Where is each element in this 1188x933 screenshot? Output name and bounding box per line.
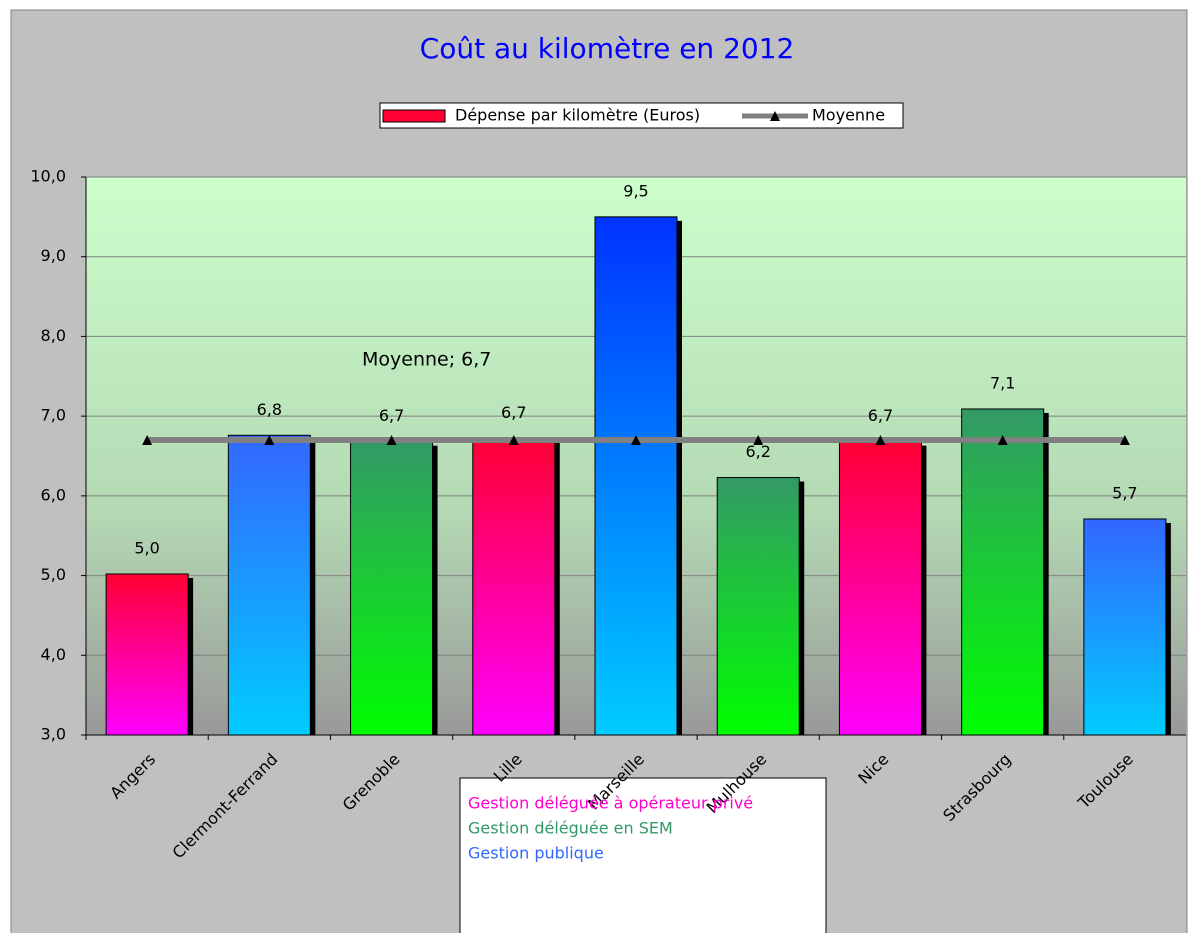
data-label: 5,0 <box>134 538 159 557</box>
bar <box>838 441 922 736</box>
legend-marker <box>770 111 780 121</box>
mean-marker <box>142 435 153 446</box>
data-label: 6,7 <box>868 406 893 425</box>
chart-title: Coût au kilomètre en 2012 <box>420 32 795 65</box>
legend-swatch <box>382 109 446 123</box>
mean-marker <box>875 435 886 446</box>
note-label: Gestion déléguée à opérateur privé <box>468 794 753 813</box>
mean-marker <box>753 435 764 446</box>
y-tick-label: 10,0 <box>30 167 66 186</box>
y-tick-label: 4,0 <box>41 645 66 664</box>
legend-label: Dépense par kilomètre (Euros) <box>455 106 700 125</box>
data-label: 6,7 <box>379 406 404 425</box>
data-label: 9,5 <box>623 181 648 200</box>
bar <box>961 408 1045 736</box>
y-tick-label: 8,0 <box>41 326 66 345</box>
mean-marker <box>386 435 397 446</box>
data-label: 6,7 <box>501 403 526 422</box>
note-label: Gestion déléguée en SEM <box>468 819 673 838</box>
mean-marker <box>1119 435 1130 446</box>
mean-marker <box>997 435 1008 446</box>
bar <box>227 434 311 736</box>
mean-marker <box>508 435 519 446</box>
bar <box>472 437 556 736</box>
data-label: 5,7 <box>1112 483 1137 502</box>
legend-box <box>379 102 904 129</box>
data-label: 6,8 <box>257 400 282 419</box>
y-tick-label: 5,0 <box>41 565 66 584</box>
data-label: 6,2 <box>745 442 770 461</box>
data-label: 7,1 <box>990 373 1015 392</box>
mean-marker <box>264 435 275 446</box>
bar <box>1083 518 1167 736</box>
mean-marker <box>631 435 641 446</box>
notes-box <box>459 777 827 933</box>
y-tick-label: 6,0 <box>41 485 66 504</box>
bar <box>350 441 434 736</box>
y-tick-label: 3,0 <box>41 725 66 744</box>
y-tick-label: 7,0 <box>41 406 66 425</box>
note-label: Gestion publique <box>468 844 604 863</box>
bar <box>716 477 800 736</box>
legend-label: Moyenne <box>812 106 885 125</box>
bar <box>105 573 189 736</box>
y-tick-label: 9,0 <box>41 246 66 265</box>
annotation: Moyenne; 6,7 <box>362 349 491 371</box>
bar <box>594 216 678 736</box>
